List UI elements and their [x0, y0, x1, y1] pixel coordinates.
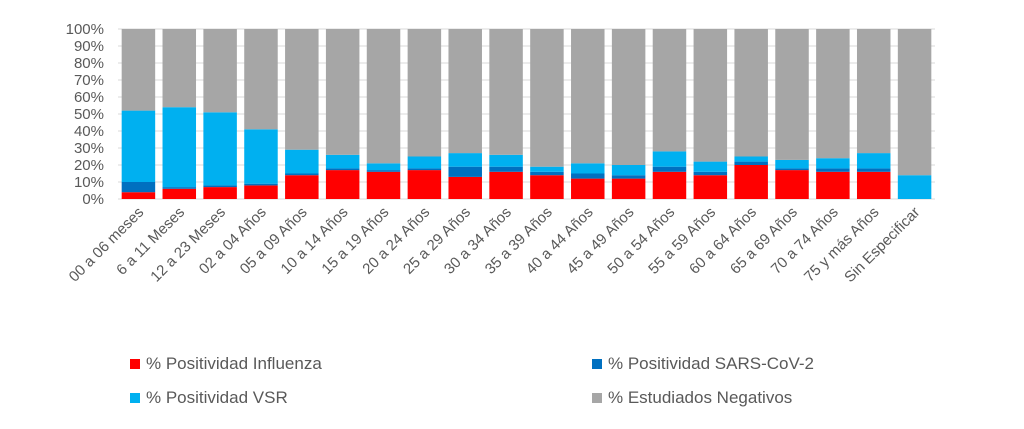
bar-segment [366, 29, 401, 164]
bar-segment [897, 29, 932, 176]
bar-segment [448, 176, 482, 199]
bar-segment [366, 171, 401, 199]
bar-segment [816, 158, 850, 169]
bar-segment [121, 182, 156, 193]
bar-segment [611, 29, 646, 165]
bar-segment [244, 29, 278, 130]
bar-segment [816, 168, 850, 172]
bar-segment [448, 153, 482, 167]
bar-segment [734, 161, 768, 165]
bar-segment [366, 170, 401, 172]
bar-segment [285, 29, 319, 150]
y-tick-label: 60% [74, 89, 104, 106]
y-tick-label: 80% [74, 55, 104, 72]
bar-segment [325, 29, 360, 155]
bar-segment [571, 178, 605, 199]
y-tick-label: 10% [74, 174, 104, 191]
bar-segment [693, 175, 728, 199]
bar-segment [530, 166, 564, 172]
bar-segment [203, 29, 237, 113]
bar-segment [244, 183, 278, 186]
bar-segment [325, 170, 360, 199]
bar-segment [856, 29, 891, 154]
bar-segment [325, 168, 360, 171]
bar-segment [816, 29, 850, 159]
bar-segment [734, 165, 768, 199]
y-tick-label: 20% [74, 157, 104, 174]
bar-segment [611, 165, 646, 176]
bar-segment [407, 29, 442, 157]
y-tick-label: 100% [66, 21, 104, 38]
bar-segment [407, 170, 442, 199]
x-tick-label: Sin Especificar [841, 204, 923, 286]
bar-segment [652, 166, 687, 172]
bar-segment [448, 166, 482, 177]
y-tick-label: 30% [74, 140, 104, 157]
bar-segment [366, 163, 401, 171]
bar-segment [775, 29, 809, 160]
bar-segment [693, 29, 728, 162]
bar-segment [652, 171, 687, 199]
bar-segment [775, 170, 809, 199]
bar-segment [571, 163, 605, 174]
bar-segment [530, 29, 564, 167]
bar-segment [244, 185, 278, 199]
bar-segment [693, 171, 728, 176]
y-tick-label: 0% [82, 191, 104, 208]
bar-segment [203, 185, 237, 188]
bar-segment [734, 29, 768, 157]
bar-segment [285, 173, 319, 176]
bar-segment [611, 175, 646, 179]
bar-segment [856, 171, 891, 199]
bar-segment [325, 154, 360, 169]
bar-segment [162, 107, 197, 188]
bar-segment [611, 178, 646, 199]
bar-segment [897, 175, 932, 199]
bar-segment [571, 173, 605, 179]
bar-segment [448, 29, 482, 154]
bar-segment [162, 188, 197, 199]
bar-segment [856, 153, 891, 169]
bar-segment [203, 187, 237, 199]
bar-segment [121, 110, 156, 182]
bar-segment [571, 29, 605, 164]
bar-segment [856, 168, 891, 172]
bar-segment [775, 168, 809, 171]
bar-segment [530, 171, 564, 176]
y-tick-label: 50% [74, 106, 104, 123]
bar-segment [203, 112, 237, 186]
bar-segment [489, 171, 523, 199]
bar-segment [693, 161, 728, 172]
y-tick-label: 70% [74, 72, 104, 89]
y-tick-label: 40% [74, 123, 104, 140]
bar-segment [734, 156, 768, 162]
bar-segment [489, 166, 523, 172]
y-tick-label: 90% [74, 38, 104, 55]
bar-segment [121, 29, 156, 111]
bar-segment [162, 187, 197, 189]
bar-segment [816, 171, 850, 199]
bar-segment [244, 129, 278, 184]
bar-segment [489, 154, 523, 167]
bar-segment [530, 175, 564, 199]
bar-segment [652, 151, 687, 167]
bar-segment [162, 29, 197, 108]
bar-segment [285, 175, 319, 199]
bar-segment [285, 149, 319, 174]
bar-segment [652, 29, 687, 152]
bar-segment [121, 192, 156, 199]
bar-segment [775, 159, 809, 169]
bar-segment [407, 168, 442, 171]
bar-segment [407, 156, 442, 169]
bar-segment [489, 29, 523, 155]
